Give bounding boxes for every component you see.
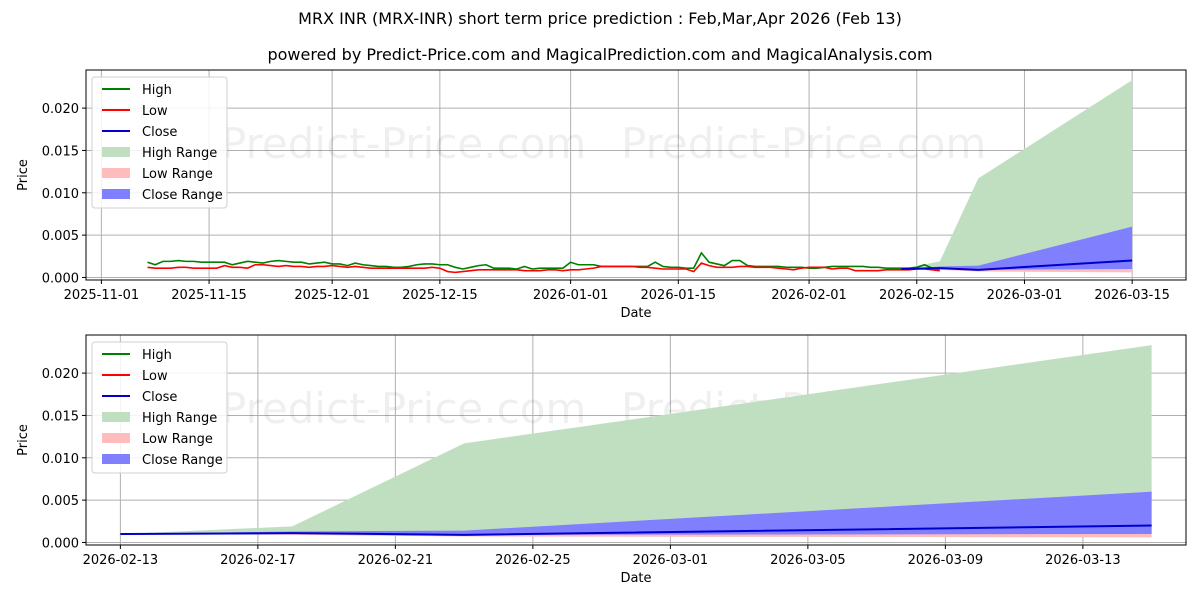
legend-item-low: Low (142, 104, 168, 119)
x-axis: 2025-11-01 2025-11-15 2025-12-01 2025-12-15… (64, 280, 1170, 321)
x-tick-label: 2025-12-15 (402, 288, 478, 303)
x-axis-label: Date (620, 306, 651, 321)
x-tick-label: 2025-11-15 (171, 288, 247, 303)
legend-item-close-range: Close Range (142, 188, 223, 203)
plot-frame (85, 334, 1187, 546)
legend-item-high: High (142, 348, 172, 363)
close-line (901, 259, 1133, 271)
x-axis: 2026-02-13 2026-02-17 2026-02-21 2026-02-25… (83, 545, 1121, 586)
x-tick-label: 2026-02-13 (83, 553, 159, 568)
svg-text:Predict-Price.com: Predict-Price.com (621, 119, 986, 168)
x-tick-label: 2026-02-17 (220, 553, 296, 568)
x-tick-label: 2026-01-01 (533, 288, 609, 303)
x-tick-label: 2026-03-01 (633, 553, 709, 568)
legend-item-close: Close (142, 125, 177, 140)
y-tick-label: 0.005 (42, 494, 79, 509)
legend-item-low-range: Low Range (142, 167, 213, 182)
x-tick-label: 2026-02-21 (358, 553, 434, 568)
legend-item-close-range: Close Range (142, 453, 223, 468)
high-range-area (901, 80, 1133, 269)
close-range-area (120, 491, 1152, 535)
high-range-area (120, 345, 1152, 534)
y-axis: 0.000 0.005 0.010 0.015 0.020 Price (16, 102, 86, 286)
x-tick-label: 2026-01-15 (641, 288, 717, 303)
y-tick-label: 0.005 (42, 229, 79, 244)
x-tick-label: 2026-03-05 (770, 553, 846, 568)
svg-text:Predict-Price.com: Predict-Price.com (221, 119, 586, 168)
low-line (147, 262, 940, 274)
chart-bottom-forecast-detail: Predict-Price.comPredict-Price.com2026-0… (16, 334, 1187, 586)
x-tick-label: 2026-03-09 (908, 553, 984, 568)
y-tick-label: 0.000 (42, 271, 79, 286)
y-axis-label: Price (16, 424, 31, 456)
y-tick-label: 0.015 (42, 409, 79, 424)
y-tick-label: 0.010 (42, 187, 79, 202)
y-axis: 0.000 0.005 0.010 0.015 0.020 Price (16, 367, 86, 551)
legend-item-high-range: High Range (142, 146, 217, 161)
legend-item-high: High (142, 83, 172, 98)
x-tick-label: 2026-03-13 (1045, 553, 1121, 568)
x-tick-label: 2025-11-01 (64, 288, 140, 303)
legend-item-low: Low (142, 369, 168, 384)
x-tick-label: 2025-12-01 (294, 288, 370, 303)
chart-title: MRX INR (MRX-INR) short term price predi… (298, 9, 902, 28)
plot-frame (85, 69, 1187, 281)
y-tick-label: 0.020 (42, 102, 79, 117)
legend-item-close: Close (142, 390, 177, 405)
y-tick-label: 0.010 (42, 452, 79, 467)
x-tick-label: 2026-03-15 (1094, 288, 1170, 303)
y-axis-label: Price (16, 159, 31, 191)
y-tick-label: 0.020 (42, 367, 79, 382)
chart-top-history-and-forecast: Predict-Price.com Predict-Price.com 2025-1… (16, 69, 1187, 321)
legend-item-low-range: Low Range (142, 432, 213, 447)
watermark: Predict-Price.com Predict-Price.com (221, 119, 986, 168)
y-tick-label: 0.015 (42, 144, 79, 159)
close-range-area (901, 226, 1133, 270)
x-tick-label: 2026-02-01 (771, 288, 847, 303)
legend: High Low Close High Range Low Range Close Ran… (91, 341, 228, 474)
x-tick-label: 2026-02-15 (879, 288, 955, 303)
svg-text:Predict-Price.com: Predict-Price.com (221, 384, 586, 433)
close-line (120, 524, 1152, 536)
x-axis-label: Date (620, 571, 651, 586)
x-tick-label: 2026-03-01 (987, 288, 1063, 303)
legend-item-high-range: High Range (142, 411, 217, 426)
y-tick-label: 0.000 (42, 536, 79, 551)
x-tick-label: 2026-02-25 (495, 553, 571, 568)
chart-subtitle: powered by Predict-Price.com and Magical… (267, 45, 933, 64)
legend: High Low Close High Range Low Range Close Ran… (91, 76, 228, 209)
